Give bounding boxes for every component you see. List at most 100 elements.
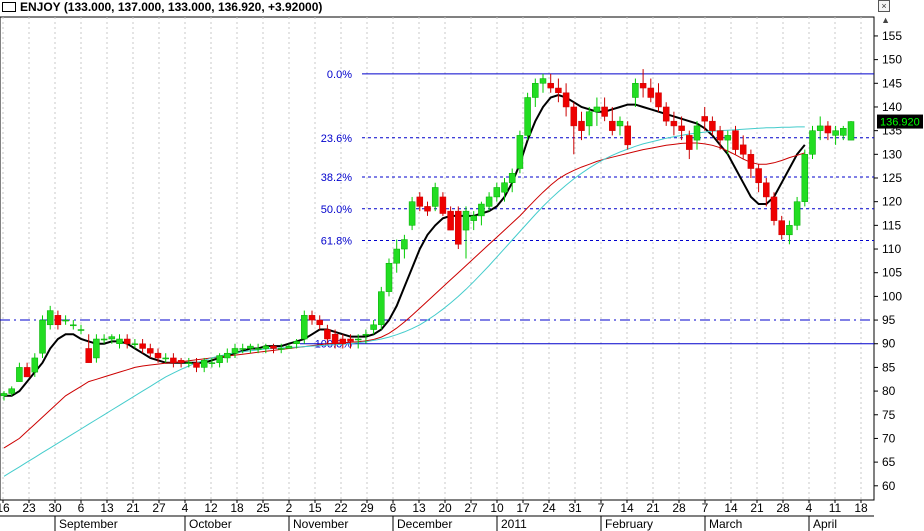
candle-body	[670, 120, 678, 127]
candle-body	[254, 348, 262, 350]
candle-body	[247, 345, 254, 349]
candle-body	[270, 345, 277, 349]
candle-body	[501, 182, 508, 193]
candle-body	[578, 120, 585, 131]
candle-body	[285, 345, 293, 349]
candle-body	[555, 87, 562, 94]
candle	[816, 116, 824, 141]
candle	[524, 92, 531, 141]
candle	[131, 339, 139, 349]
x-day-label: 28	[672, 501, 686, 515]
candle	[593, 97, 601, 126]
candle	[331, 329, 339, 349]
candle	[670, 111, 678, 136]
x-day-label: 14	[724, 501, 738, 515]
candle-body	[824, 125, 832, 134]
plot-area	[0, 16, 875, 501]
candle-body	[485, 196, 493, 207]
candle-body	[786, 225, 793, 236]
candle	[339, 334, 347, 349]
candle	[686, 130, 693, 160]
candle-body	[200, 360, 208, 368]
candle-body	[100, 338, 108, 341]
candle-body	[508, 173, 516, 183]
candle	[485, 192, 493, 212]
candle-body	[170, 357, 177, 363]
x-day-label: 4	[182, 501, 189, 515]
candle	[393, 239, 400, 273]
candle	[370, 320, 377, 335]
candle-body	[131, 343, 139, 345]
candle-body	[655, 92, 662, 108]
candle	[139, 339, 146, 354]
candle	[539, 73, 547, 93]
x-month-label: September	[59, 517, 118, 531]
candle	[70, 320, 77, 330]
candle-body	[493, 187, 501, 198]
candle	[301, 310, 308, 344]
x-day-label: 14	[620, 501, 634, 515]
x-day-label: 7	[702, 501, 709, 515]
candle	[354, 334, 362, 349]
fib-level-label: 0.0%	[327, 69, 352, 81]
candle-body	[431, 187, 439, 207]
candle	[809, 125, 816, 160]
x-month-label: October	[189, 517, 232, 531]
candle-body	[93, 338, 100, 359]
y-tick-label: 145	[882, 76, 902, 90]
candle-body	[524, 97, 531, 136]
candle	[147, 343, 154, 358]
close-button[interactable]: ×	[878, 0, 890, 12]
candle	[840, 125, 847, 141]
candle	[277, 343, 285, 354]
candle-body	[647, 87, 655, 98]
x-day-label: 29	[360, 501, 374, 515]
x-day-label: 18	[854, 501, 868, 515]
candle	[239, 343, 246, 354]
x-day-label: 6	[390, 501, 397, 515]
y-tick-label: 80	[882, 384, 896, 398]
candle	[0, 391, 8, 401]
candle	[193, 357, 200, 373]
candle-body	[632, 83, 639, 98]
candle-body	[239, 348, 246, 350]
candle	[154, 348, 162, 363]
candle-body	[547, 83, 554, 89]
x-day-label: 11	[829, 501, 842, 515]
x-day-label: 6	[78, 501, 85, 515]
candle	[793, 196, 801, 231]
candle	[177, 357, 185, 368]
y-tick-label: 110	[882, 242, 901, 256]
candle	[824, 121, 832, 141]
candle-body	[616, 120, 624, 127]
candle-body	[478, 203, 485, 217]
x-day-label: 7	[598, 501, 605, 515]
candle-body	[46, 310, 54, 326]
candle	[609, 106, 616, 136]
y-tick-label: 130	[882, 147, 902, 161]
x-day-label: 18	[230, 501, 244, 515]
candle-body	[8, 388, 15, 394]
candle-body	[185, 362, 193, 364]
candle	[562, 83, 570, 117]
last-price-label: 136.920	[880, 117, 920, 129]
candle	[501, 178, 508, 202]
y-tick-label: 65	[882, 455, 896, 469]
candle	[739, 135, 747, 160]
candle-body	[193, 362, 200, 368]
candle-body	[716, 130, 724, 141]
y-tick-label: 95	[882, 313, 896, 327]
candle-body	[401, 239, 408, 250]
y-tick-label: 70	[882, 431, 896, 445]
candle-body	[331, 334, 339, 344]
candle	[778, 215, 785, 240]
candle-body	[601, 106, 608, 117]
candle-body	[316, 319, 323, 326]
candle	[324, 324, 331, 344]
candle-body	[354, 338, 362, 341]
x-day-label: 30	[48, 501, 62, 515]
fib-level-label: 23.6%	[321, 133, 352, 145]
scroll-up-icon[interactable]: ▲	[881, 15, 890, 25]
y-tick-label: 140	[882, 100, 902, 114]
